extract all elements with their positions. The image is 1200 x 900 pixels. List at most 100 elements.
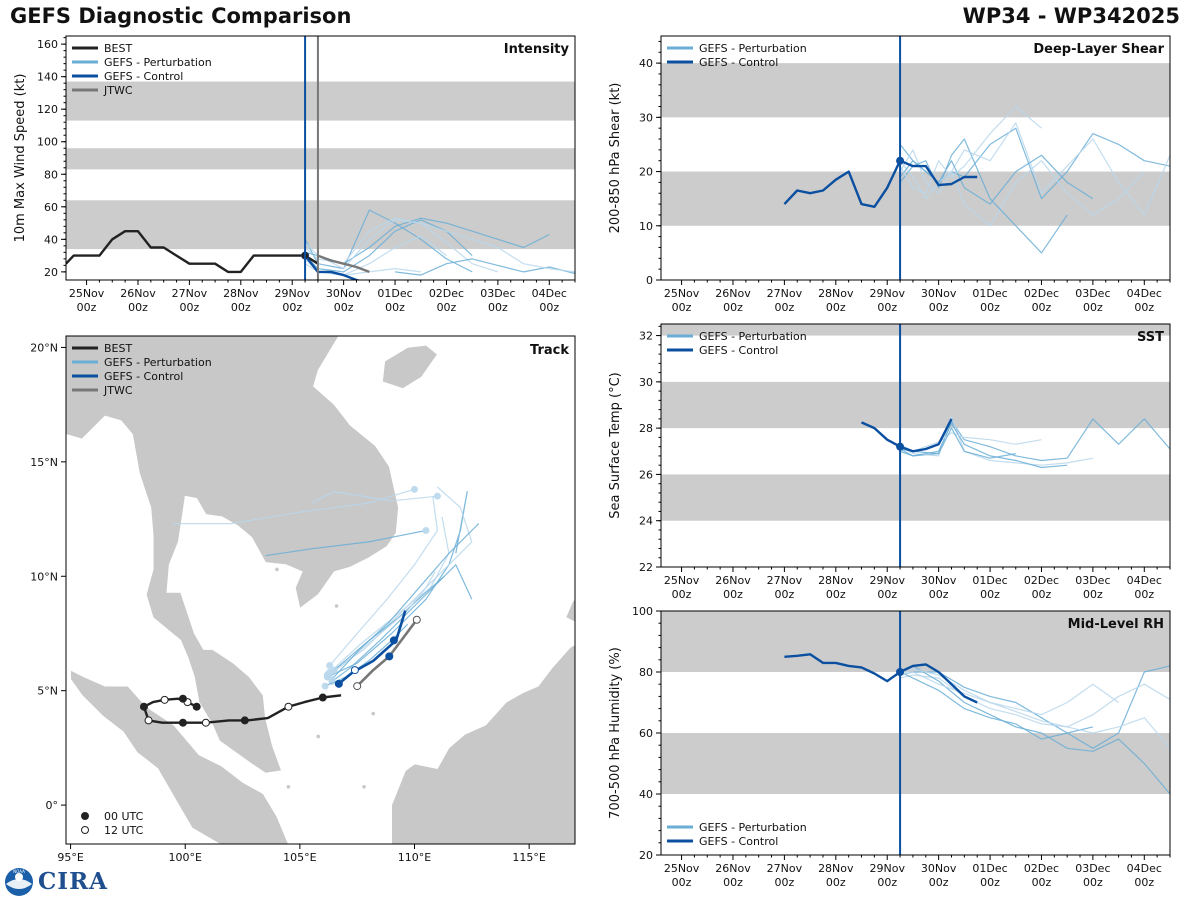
panel-title: Track bbox=[530, 343, 569, 358]
sst-panel: 22242628303225Nov00z26Nov00z27Nov00z28No… bbox=[608, 323, 1171, 601]
x-tick-label: 04Dec bbox=[532, 287, 567, 300]
y-tick-label: 60 bbox=[639, 727, 653, 740]
x-tick-label: 27Nov bbox=[767, 574, 803, 587]
legend-label: GEFS - Control bbox=[104, 70, 183, 83]
y-tick-label: 140 bbox=[37, 71, 58, 84]
noaa-logo-icon: NOAA bbox=[5, 868, 33, 896]
land-mainland bbox=[66, 336, 575, 774]
y-tick-label: 0 bbox=[646, 274, 653, 287]
lat-tick-label: 10°N bbox=[30, 570, 58, 583]
threshold-band bbox=[661, 324, 1170, 336]
lon-tick-label: 110°E bbox=[398, 851, 431, 864]
x-tick-label: 00z bbox=[723, 876, 743, 889]
y-tick-label: 32 bbox=[639, 330, 653, 343]
threshold-band bbox=[661, 611, 1170, 672]
land-islet bbox=[286, 784, 291, 789]
x-tick-label: 25Nov bbox=[664, 862, 700, 875]
x-tick-label: 00z bbox=[1083, 301, 1103, 314]
y-axis-label: 700-500 hPa Humidity (%) bbox=[608, 647, 623, 819]
x-tick-label: 00z bbox=[980, 876, 1000, 889]
x-tick-label: 00z bbox=[1032, 301, 1052, 314]
best-track-marker bbox=[178, 694, 187, 703]
x-tick-label: 30Nov bbox=[921, 287, 957, 300]
control-track bbox=[337, 610, 407, 685]
land-palawan bbox=[565, 598, 575, 623]
x-tick-label: 29Nov bbox=[869, 862, 905, 875]
x-tick-label: 00z bbox=[826, 301, 846, 314]
threshold-band bbox=[661, 381, 1170, 429]
x-tick-label: 00z bbox=[77, 301, 97, 314]
rh-panel: 2040608010025Nov00z26Nov00z27Nov00z28Nov… bbox=[608, 605, 1171, 889]
y-tick-label: 20 bbox=[639, 166, 653, 179]
y-tick-label: 10 bbox=[639, 220, 653, 233]
perturbation-line bbox=[899, 671, 1170, 749]
panel-title: Intensity bbox=[504, 42, 570, 57]
x-tick-label: 00z bbox=[1083, 876, 1103, 889]
y-tick-label: 40 bbox=[44, 233, 58, 246]
x-tick-label: 00z bbox=[1032, 876, 1052, 889]
legend-label: GEFS - Control bbox=[104, 370, 183, 383]
x-tick-label: 00z bbox=[672, 588, 692, 601]
x-tick-label: 26Nov bbox=[120, 287, 156, 300]
x-tick-label: 00z bbox=[1134, 876, 1154, 889]
lat-tick-label: 15°N bbox=[30, 456, 58, 469]
x-tick-label: 00z bbox=[1032, 588, 1052, 601]
x-tick-label: 03Dec bbox=[1075, 287, 1110, 300]
legend-label: GEFS - Control bbox=[699, 835, 778, 848]
threshold-band bbox=[661, 733, 1170, 794]
x-tick-label: 30Nov bbox=[921, 862, 957, 875]
x-tick-label: 00z bbox=[929, 876, 949, 889]
perturbation-line bbox=[899, 665, 1170, 749]
y-tick-label: 100 bbox=[37, 136, 58, 149]
best-track-marker bbox=[160, 695, 169, 704]
y-tick-label: 26 bbox=[639, 468, 653, 481]
perturbation-track bbox=[329, 486, 473, 673]
panel-title: Mid-Level RH bbox=[1068, 617, 1164, 632]
control-line bbox=[304, 254, 362, 280]
perturbation-track bbox=[333, 575, 445, 671]
best-track-marker bbox=[318, 693, 327, 702]
perturbation-start-marker bbox=[321, 682, 329, 690]
land-hainan bbox=[381, 344, 438, 390]
x-tick-label: 00z bbox=[826, 588, 846, 601]
best-track-marker bbox=[178, 718, 187, 727]
x-tick-label: 29Nov bbox=[274, 287, 310, 300]
plot-frame bbox=[65, 35, 576, 281]
perturbation-line bbox=[899, 154, 1094, 205]
legend-label: GEFS - Perturbation bbox=[699, 821, 807, 834]
lon-tick-label: 115°E bbox=[512, 851, 545, 864]
control-track-marker bbox=[385, 652, 394, 661]
y-axis-label: 200-850 hPa Shear (kt) bbox=[608, 83, 623, 234]
legend-label: BEST bbox=[104, 342, 132, 355]
land-sumatra bbox=[70, 669, 289, 844]
legend-label: GEFS - Control bbox=[699, 56, 778, 69]
plot-frame bbox=[660, 35, 1171, 281]
perturbation-start-marker bbox=[330, 666, 338, 674]
lon-tick-label: 95°E bbox=[57, 851, 83, 864]
x-tick-label: 00z bbox=[929, 588, 949, 601]
legend-label: GEFS - Perturbation bbox=[104, 356, 212, 369]
shear-panel: 01020304025Nov00z26Nov00z27Nov00z28Nov00… bbox=[608, 35, 1171, 314]
perturbation-line bbox=[899, 416, 1094, 466]
perturbation-line bbox=[304, 219, 575, 273]
plot-area bbox=[661, 611, 1170, 795]
page-title: GEFS Diagnostic Comparison bbox=[10, 4, 352, 28]
x-tick-label: 02Dec bbox=[1024, 862, 1059, 875]
map-area bbox=[66, 336, 575, 844]
x-tick-label: 29Nov bbox=[869, 574, 905, 587]
legend-label: GEFS - Perturbation bbox=[699, 42, 807, 55]
marker-legend-label: 00 UTC bbox=[104, 810, 144, 823]
x-tick-label: 00z bbox=[723, 301, 743, 314]
x-tick-label: 26Nov bbox=[715, 862, 751, 875]
x-tick-label: 01Dec bbox=[972, 287, 1007, 300]
y-tick-label: 20 bbox=[44, 266, 58, 279]
x-tick-label: 04Dec bbox=[1127, 574, 1162, 587]
x-tick-label: 03Dec bbox=[480, 287, 515, 300]
land-borneo bbox=[391, 644, 575, 844]
panel-title: Deep-Layer Shear bbox=[1033, 42, 1164, 57]
x-tick-label: 00z bbox=[437, 301, 457, 314]
map-frame bbox=[65, 335, 576, 845]
perturbation-track bbox=[326, 516, 450, 676]
threshold-band bbox=[661, 474, 1170, 521]
y-tick-label: 160 bbox=[37, 38, 58, 51]
